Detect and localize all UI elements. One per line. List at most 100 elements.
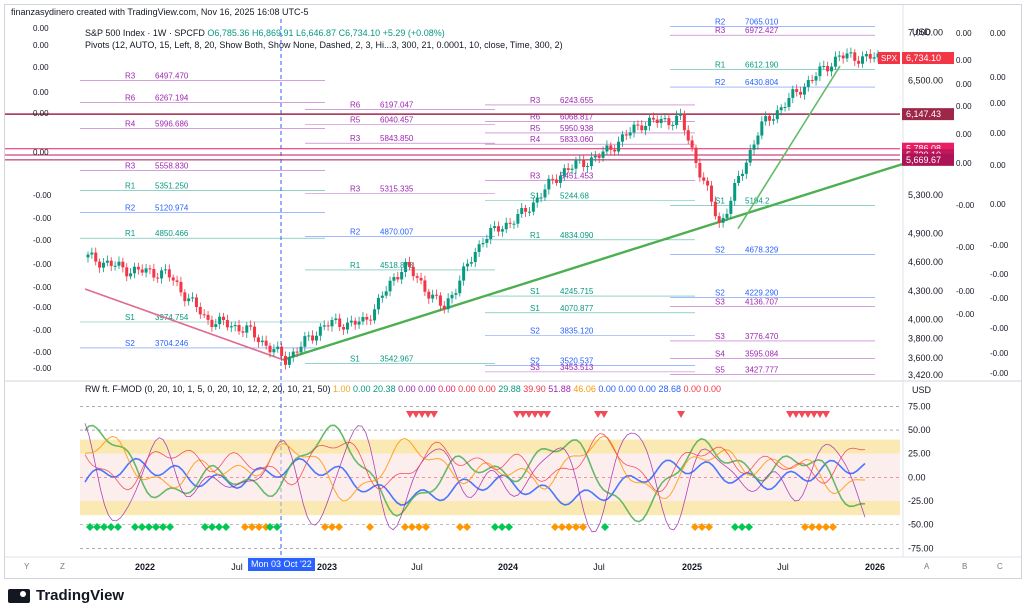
- price-tag-bg: [902, 108, 954, 121]
- signal-triangle: [816, 411, 824, 418]
- candle-body: [249, 325, 253, 327]
- candle-body: [640, 125, 644, 131]
- signal-diamond: [159, 523, 167, 531]
- signal-diamond: [815, 523, 823, 531]
- candle-body: [109, 260, 113, 266]
- candle-body: [345, 322, 349, 330]
- pivot-value: 4518.878: [380, 261, 414, 270]
- signal-triangle: [543, 411, 551, 418]
- price-tag: 6,734.10 SPX: [878, 52, 954, 65]
- signal-triangle: [798, 411, 806, 418]
- candle-body: [334, 318, 338, 320]
- signal-diamond: [422, 523, 430, 531]
- candle-body: [593, 155, 597, 158]
- candle-body: [183, 292, 187, 302]
- signal-diamond: [558, 523, 566, 531]
- price-axis-tick: 3,420.00: [908, 370, 943, 380]
- candle-body: [783, 106, 787, 108]
- signal-triangle: [786, 411, 794, 418]
- pivot-value: 4229.290: [745, 289, 779, 298]
- tradingview-footer[interactable]: TradingView: [8, 587, 124, 604]
- corner-b: B: [962, 562, 968, 571]
- candle-body: [198, 306, 202, 315]
- candle-body: [454, 293, 458, 295]
- oscillator-value: 39.90: [520, 384, 546, 394]
- price-chart[interactable]: R3 6497.470 R6 6267.194 R4 5996.686 R3 5558.830…: [5, 5, 1021, 578]
- pivot-label: R4: [530, 135, 541, 144]
- candle-body: [527, 211, 531, 213]
- candle-body: [485, 239, 489, 243]
- signal-diamond: [572, 523, 580, 531]
- pivot-label: S3: [715, 298, 725, 307]
- candle-body: [446, 298, 450, 310]
- candle-body: [539, 197, 543, 199]
- time-axis-label: Jul: [231, 562, 243, 572]
- signal-diamond: [328, 523, 336, 531]
- candle-body: [771, 119, 775, 121]
- signal-diamond: [498, 523, 506, 531]
- signal-diamond: [698, 523, 706, 531]
- candle-body: [496, 226, 500, 232]
- pivot-value: 6267.194: [155, 94, 189, 103]
- symbol-tag-bg: [878, 52, 900, 65]
- low-value: L6,646.87: [296, 28, 337, 38]
- candle-body: [833, 56, 837, 67]
- candle-body: [857, 60, 861, 64]
- pivot-value: 4136.707: [745, 298, 779, 307]
- candle-body: [659, 118, 663, 124]
- pivots-legend[interactable]: Pivots (12, AUTO, 15, Left, 8, 20, Show …: [85, 40, 563, 50]
- candle-body: [768, 116, 772, 121]
- candle-body: [566, 168, 570, 170]
- pivot-label: S5: [715, 365, 725, 374]
- candle-body: [171, 277, 175, 281]
- candle-body: [477, 244, 481, 252]
- left-scale-value: 0.00: [33, 41, 49, 50]
- left-scale-value: -0.00: [33, 214, 52, 223]
- pivot-label: R1: [125, 181, 136, 190]
- candle-body: [791, 89, 795, 98]
- pivot-label: R1: [125, 229, 136, 238]
- osc-axis-tick: 25.00: [908, 449, 931, 459]
- candle-body: [179, 281, 183, 293]
- signal-triangle: [418, 411, 426, 418]
- candle-body: [466, 263, 470, 267]
- candle-body: [264, 340, 268, 346]
- candle-body: [462, 266, 466, 281]
- pivot-label: R5: [350, 115, 361, 124]
- candle-body: [516, 213, 520, 224]
- candle-body: [415, 276, 419, 278]
- oscillator-name: RW ft. F-MOD (0, 20, 10, 1, 5, 0, 20, 10…: [85, 384, 331, 394]
- corner-y: Y: [24, 562, 30, 571]
- osc-axis-tick: -50.00: [908, 520, 934, 530]
- candle-body: [427, 291, 431, 299]
- price-tag-bg: [902, 52, 954, 65]
- signal-diamond: [273, 523, 281, 531]
- right-scale-a-value: 0.00: [956, 56, 972, 65]
- signal-triangle: [600, 411, 608, 418]
- candle-body: [202, 314, 206, 316]
- pivot-value: 4678.329: [745, 246, 779, 255]
- osc-upper-band: [80, 439, 900, 454]
- pivot-value: 5244.68: [560, 192, 589, 201]
- signal-diamond: [138, 523, 146, 531]
- symbol-title[interactable]: S&P 500 Index · 1W · SPCFD: [85, 28, 205, 38]
- corner-a: A: [924, 562, 930, 571]
- left-scale-value: 0.00: [33, 148, 49, 157]
- pivot-value: 3520.537: [560, 356, 594, 365]
- candle-body: [826, 65, 830, 72]
- candle-body: [570, 168, 574, 170]
- price-axis-tick: 3,600.00: [908, 353, 943, 363]
- chart-frame[interactable]: finanzasydinero created with TradingView…: [4, 4, 1022, 579]
- candle-body: [709, 185, 713, 202]
- pivot-value: 6068.817: [560, 113, 594, 122]
- pivot-value: 6430.804: [745, 78, 779, 87]
- signal-diamond: [145, 523, 153, 531]
- signal-diamond: [255, 523, 263, 531]
- signal-diamond: [731, 523, 739, 531]
- signal-triangle: [519, 411, 527, 418]
- oscillator-value: 0.00: [615, 384, 636, 394]
- candle-body: [284, 356, 287, 365]
- signal-triangle: [537, 411, 545, 418]
- oscillator-legend[interactable]: RW ft. F-MOD (0, 20, 10, 1, 5, 0, 20, 10…: [85, 384, 721, 395]
- right-scale-b-value: -0.00: [990, 241, 1009, 250]
